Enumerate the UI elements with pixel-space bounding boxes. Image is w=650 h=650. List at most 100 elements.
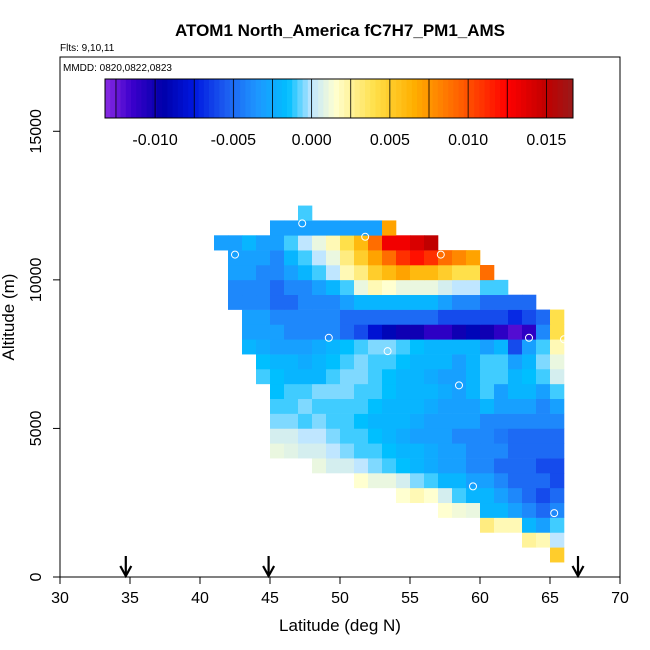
heatmap-cell	[410, 383, 425, 400]
colorbar-segment	[167, 79, 173, 118]
y-tick-label: 10000	[28, 258, 45, 303]
heatmap-cell	[312, 279, 327, 296]
heatmap-cell	[522, 413, 537, 429]
heatmap-cell	[368, 279, 383, 296]
heatmap-cell	[326, 354, 341, 370]
heatmap-cell	[466, 354, 481, 370]
heatmap-cell	[312, 443, 327, 459]
heatmap-cell	[270, 428, 285, 444]
heatmap-cell	[340, 339, 355, 355]
heatmap-cell	[396, 398, 411, 414]
heatmap-cell	[354, 339, 369, 355]
colorbar-segment	[427, 79, 433, 118]
sample-marker	[550, 509, 559, 518]
heatmap-cell	[522, 309, 537, 325]
heatmap-cell	[326, 309, 341, 325]
heatmap-cell	[424, 250, 439, 266]
heatmap-cell	[508, 309, 523, 325]
heatmap-cell	[354, 235, 369, 251]
colorbar-segment	[505, 79, 511, 118]
colorbar-segment	[557, 79, 563, 118]
heatmap-cell	[298, 309, 313, 325]
heatmap-cell	[452, 428, 467, 444]
colorbar-tick-label: 0.010	[448, 132, 488, 149]
colorbar-segment	[297, 79, 303, 118]
colorbar-segment	[162, 79, 168, 118]
heatmap-cell	[340, 235, 355, 251]
heatmap-cell	[382, 473, 397, 489]
heatmap-cell	[438, 428, 453, 444]
heatmap-cell	[438, 354, 453, 370]
colorbar-segment	[521, 79, 527, 118]
heatmap-cell	[298, 369, 313, 385]
chart-title: ATOM1 North_America fC7H7_PM1_AMS	[175, 21, 505, 40]
heatmap-cell	[466, 265, 481, 281]
heatmap-cell	[312, 339, 327, 355]
heatmap-cell	[452, 250, 467, 266]
heatmap-cell	[242, 309, 257, 325]
heatmap-cell	[550, 473, 565, 489]
heatmap-cell	[284, 413, 299, 429]
heatmap-cell	[466, 383, 481, 400]
heatmap-cell	[410, 279, 425, 296]
heatmap-cell	[312, 413, 327, 429]
heatmap-cell	[522, 354, 537, 370]
colorbar-segment	[307, 79, 314, 118]
heatmap-cell	[382, 369, 397, 385]
heatmap-cell	[284, 324, 299, 340]
heatmap-cell	[452, 398, 467, 414]
heatmap-cell	[536, 443, 551, 459]
heatmap-cell	[368, 369, 383, 385]
heatmap-cell	[536, 473, 551, 489]
heatmap-cell	[466, 428, 481, 444]
colorbar-segment	[547, 79, 553, 118]
heatmap-cell	[396, 413, 411, 429]
heatmap-cell	[494, 413, 509, 429]
heatmap-cell	[536, 413, 551, 429]
heatmap-cell	[284, 383, 299, 400]
heatmap-cell	[298, 265, 313, 281]
heatmap-cell	[270, 339, 285, 355]
heatmap-cell	[270, 369, 285, 385]
heatmap-cell	[298, 294, 313, 310]
heatmap-cell	[522, 532, 537, 548]
heatmap-cell	[284, 428, 299, 444]
x-tick-label: 35	[121, 590, 139, 607]
heatmap-cell	[480, 354, 495, 370]
heatmap-cell	[410, 443, 425, 459]
colorbar-segment	[552, 79, 558, 118]
heatmap-cell	[382, 279, 397, 296]
heatmap-cell	[550, 517, 565, 533]
heatmap-cell	[494, 517, 509, 533]
heatmap-cell	[382, 250, 397, 266]
x-tick-label: 45	[261, 590, 279, 607]
heatmap-cell	[494, 309, 509, 325]
heatmap-cell	[410, 324, 425, 340]
heatmap-cell	[410, 294, 425, 310]
heatmap-cell	[466, 487, 481, 504]
colorbar-segment	[198, 79, 205, 118]
heatmap-cell	[410, 250, 425, 266]
heatmap-cell	[480, 502, 495, 518]
heatmap-cell	[368, 383, 383, 400]
heatmap-cell	[270, 294, 285, 310]
heatmap-cell	[270, 279, 285, 296]
heatmap-cell	[396, 354, 411, 370]
colorbar-segment	[266, 79, 272, 118]
flight-arrow-head	[571, 565, 585, 579]
heatmap-cell	[480, 265, 495, 281]
heatmap-cell	[340, 428, 355, 444]
colorbar-segment	[151, 79, 158, 118]
heatmap-cell	[452, 265, 467, 281]
heatmap-cell	[326, 443, 341, 459]
heatmap-cell	[312, 458, 327, 474]
heatmap-cell	[270, 324, 285, 340]
heatmap-cell	[452, 294, 467, 310]
heatmap-cell	[284, 250, 299, 266]
colorbar-segment	[240, 79, 246, 118]
x-tick-label: 70	[611, 590, 629, 607]
heatmap-cell	[480, 279, 495, 296]
heatmap-cell	[368, 265, 383, 281]
colorbar-segment	[541, 79, 548, 118]
